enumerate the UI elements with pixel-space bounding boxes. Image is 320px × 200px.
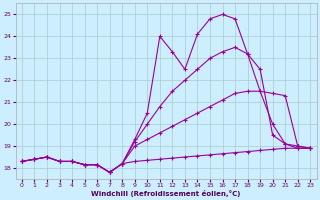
X-axis label: Windchill (Refroidissement éolien,°C): Windchill (Refroidissement éolien,°C)	[92, 190, 241, 197]
